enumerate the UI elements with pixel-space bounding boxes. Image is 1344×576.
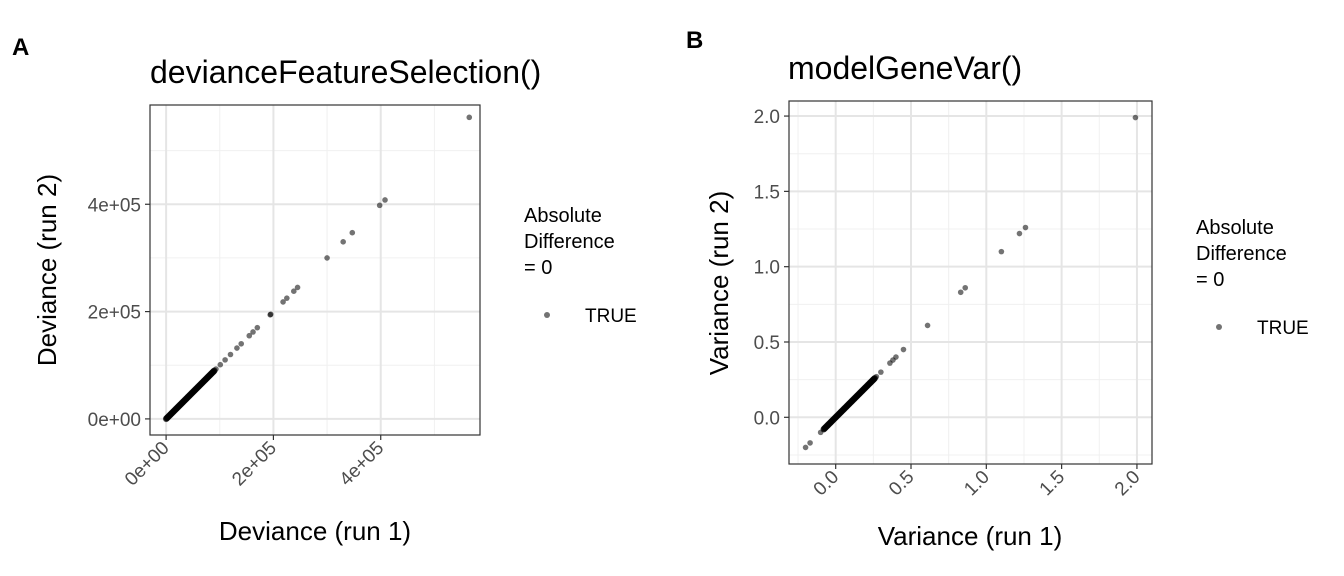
panel-a-point-9 [280,299,286,305]
panel-a-point-11 [267,312,273,318]
panel-b-point-2 [1016,230,1023,237]
panel-a-point-8 [284,295,290,301]
panel-b-x-tick-label-4: 2.0 [1111,467,1145,501]
panel-a-legend-title-line-3: = 0 [524,257,552,279]
panel-b-letter: B [686,27,703,54]
panel-a-letter: A [12,34,29,61]
panel-a-y-tick-label-1: 2e+05 [88,303,141,324]
panel-a-point-13 [250,329,256,335]
panel-b-y-tick-label-0: 0.0 [754,408,780,429]
panel-b-point-1 [1022,224,1029,231]
panel-b-legend-title-line-1: Absolute [1196,217,1274,239]
panel-a-point-5 [324,255,330,261]
panel-a-point-20 [213,366,219,372]
panel-b-x-tick-label-0: 0.0 [810,467,844,501]
panel-b-x-tick-label-2: 1.0 [960,467,994,501]
panel-b-y-tick-label-1: 0.5 [754,333,780,354]
panel-a-x-tick-label-1: 2e+05 [228,438,281,491]
panel-b-point-5 [957,289,964,296]
panel-a-point-19 [217,361,224,368]
panel-b-point-7 [900,346,907,353]
panel-a-point-4 [340,239,346,245]
panel-b-point-12 [873,373,880,380]
panel-a-point-12 [254,324,261,331]
panel-b-point-10 [887,360,893,366]
panel-a-point-16 [234,345,240,351]
panel-b: B modelGeneVar() 0.0 0.5 1.0 1.5 2.0 0.0 0.5 1.… [686,27,1309,551]
panel-b-points [802,114,1139,451]
panel-b-gridlines [789,101,1152,464]
panel-b-title: modelGeneVar() [788,50,1022,86]
panel-b-point-0 [1132,114,1139,121]
panel-a-legend-title-line-2: Difference [524,231,615,253]
panel-b-legend: Absolute Difference = 0 TRUE [1196,217,1309,339]
panel-a-point-17 [227,351,234,358]
panel-b-point-11 [878,369,884,375]
panel-b-x-axis-title: Variance (run 1) [878,521,1063,551]
panel-a-y-axis-title: Deviance (run 2) [32,174,62,366]
panel-a-plot-border [149,104,481,436]
panel-a-legend-label: TRUE [585,306,637,327]
panel-b-y-tick-label-4: 2.0 [754,107,780,128]
panel-a-point-7 [291,288,297,294]
panel-b-legend-label: TRUE [1257,318,1309,339]
panel-b-point-15 [802,444,809,451]
panel-b-y-axis-title: Variance (run 2) [704,191,734,376]
panel-b-point-6 [924,322,931,329]
panel-b-x-tick-label-3: 1.5 [1036,467,1070,501]
panel-b-x-tick-label-1: 0.5 [885,467,919,501]
panel-a-y-tick-label-2: 4e+05 [88,195,141,216]
panel-a-point-0 [466,114,473,121]
panel-a-legend: Absolute Difference = 0 TRUE [524,205,637,327]
panel-a-x-tick-label-0: 0e+00 [121,438,174,491]
panel-b-plot-border [788,100,1153,465]
panel-b-point-14 [807,440,813,446]
panel-a-point-2 [376,202,383,209]
panel-a-point-3 [349,229,356,236]
panel-a-gridlines [150,105,480,435]
panel-a-point-14 [246,332,253,339]
panel-b-point-4 [962,284,969,291]
panel-a-legend-title-line-1: Absolute [524,205,602,227]
panel-a-x-tick-label-2: 4e+05 [336,438,389,491]
panel-a-legend-key [544,312,550,318]
panel-a-points [162,114,473,423]
panel-a-point-18 [222,357,228,363]
panel-b-point-13 [817,429,824,436]
panel-b-legend-title-line-3: = 0 [1196,269,1224,291]
panel-a-point-15 [238,340,245,347]
panel-b-legend-key [1216,324,1222,330]
panel-a-point-1 [382,197,388,203]
panel-a-title: devianceFeatureSelection() [150,54,541,90]
panel-a: A devianceFeatureSelection() 0e+00 2e+05 4… [12,34,637,546]
panel-b-point-3 [998,248,1005,255]
panel-a-y-tick-label-0: 0e+00 [88,410,141,431]
panel-b-y-tick-label-3: 1.5 [754,182,780,203]
panel-b-y-tick-label-2: 1.0 [754,258,780,279]
panel-a-point-6 [294,284,301,291]
panel-a-x-axis-title: Deviance (run 1) [219,516,411,546]
panel-b-legend-title-line-2: Difference [1196,243,1287,265]
